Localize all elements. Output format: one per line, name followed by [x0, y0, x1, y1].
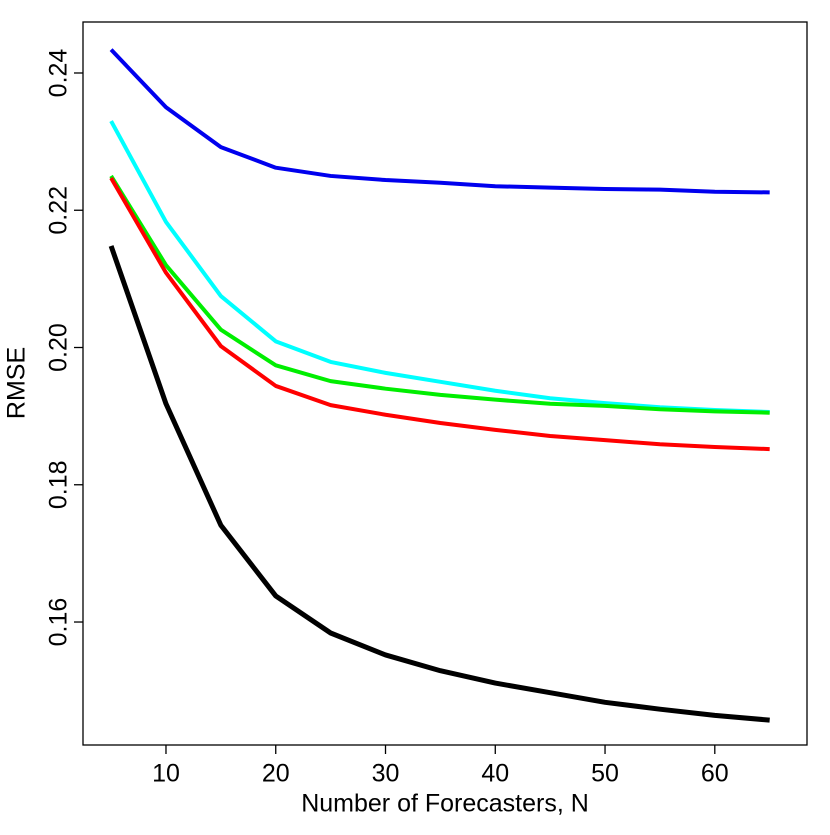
series-line — [109, 120, 770, 415]
series-line — [108, 245, 770, 723]
y-tick-label: 0.18 — [45, 460, 73, 509]
x-tick-label: 10 — [152, 760, 180, 788]
y-tick-label: 0.24 — [45, 49, 73, 98]
y-tick-label: 0.22 — [45, 186, 73, 235]
x-axis-label: Number of Forecasters, N — [301, 790, 589, 818]
y-tick-label: 0.16 — [45, 598, 73, 647]
x-tick-label: 50 — [591, 760, 619, 788]
series-line — [109, 174, 770, 415]
x-tick-label: 30 — [372, 760, 400, 788]
series-line — [109, 176, 770, 452]
y-axis-label: RMSE — [3, 347, 31, 419]
series-line — [109, 48, 770, 195]
x-tick-label: 20 — [262, 760, 290, 788]
x-tick-label: 60 — [701, 760, 729, 788]
plot-frame — [82, 21, 808, 746]
x-tick-label: 40 — [481, 760, 509, 788]
y-tick-label: 0.20 — [45, 323, 73, 372]
